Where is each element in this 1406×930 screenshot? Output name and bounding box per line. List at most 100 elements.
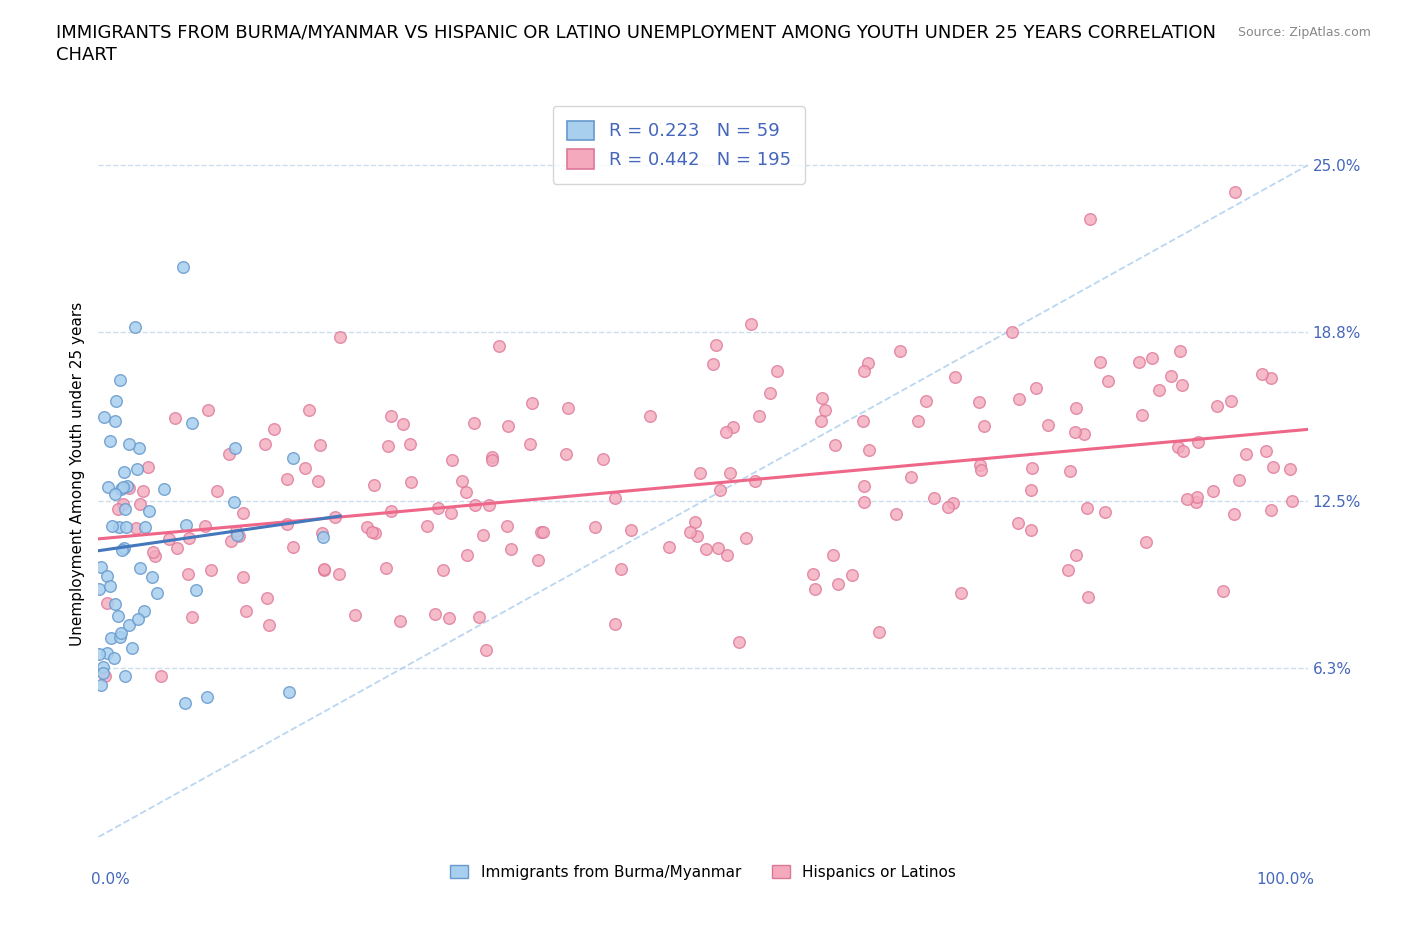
- Point: [427, 501, 450, 516]
- Point: [852, 413, 875, 428]
- Point: [328, 566, 350, 581]
- Point: [938, 500, 960, 515]
- Point: [100, 631, 122, 645]
- Point: [481, 449, 503, 464]
- Point: [224, 441, 246, 456]
- Point: [748, 409, 770, 424]
- Point: [1175, 492, 1198, 507]
- Point: [471, 527, 494, 542]
- Point: [439, 506, 461, 521]
- Point: [527, 552, 550, 567]
- Point: [609, 562, 631, 577]
- Point: [108, 519, 131, 534]
- Point: [307, 474, 329, 489]
- Point: [530, 525, 553, 539]
- Point: [814, 403, 837, 418]
- Point: [1128, 354, 1150, 369]
- Point: [112, 540, 135, 555]
- Point: [142, 544, 165, 559]
- Point: [253, 437, 276, 452]
- Point: [853, 364, 876, 379]
- Point: [1130, 407, 1153, 422]
- Point: [1073, 427, 1095, 442]
- Point: [620, 523, 643, 538]
- Point: [1057, 563, 1080, 578]
- Point: [519, 437, 541, 452]
- Point: [735, 531, 758, 546]
- Point: [356, 520, 378, 535]
- Point: [1001, 325, 1024, 339]
- Point: [1036, 418, 1059, 432]
- Point: [464, 498, 486, 512]
- Point: [232, 569, 254, 584]
- Point: [257, 618, 280, 632]
- Point: [96, 595, 118, 610]
- Point: [1202, 484, 1225, 498]
- Point: [555, 446, 578, 461]
- Point: [166, 540, 188, 555]
- Point: [706, 540, 728, 555]
- Point: [115, 519, 138, 534]
- Point: [110, 626, 132, 641]
- Point: [520, 395, 543, 410]
- Point: [721, 420, 744, 435]
- Point: [702, 357, 724, 372]
- Point: [440, 453, 463, 468]
- Point: [283, 539, 305, 554]
- Point: [1227, 472, 1250, 487]
- Point: [1223, 507, 1246, 522]
- Point: [821, 548, 844, 563]
- Point: [1212, 583, 1234, 598]
- Point: [312, 562, 335, 577]
- Point: [1063, 424, 1085, 439]
- Point: [1021, 461, 1043, 476]
- Point: [104, 394, 127, 409]
- Point: [1205, 399, 1227, 414]
- Point: [138, 503, 160, 518]
- Text: CHART: CHART: [56, 46, 117, 64]
- Point: [1078, 212, 1101, 227]
- Point: [658, 539, 681, 554]
- Point: [592, 451, 614, 466]
- Point: [463, 416, 485, 431]
- Point: [943, 370, 966, 385]
- Point: [679, 525, 702, 539]
- Point: [104, 596, 127, 611]
- Point: [495, 519, 517, 534]
- Point: [1185, 490, 1208, 505]
- Point: [1260, 371, 1282, 386]
- Point: [886, 506, 908, 521]
- Point: [1251, 366, 1274, 381]
- Point: [801, 566, 824, 581]
- Point: [689, 465, 711, 480]
- Point: [136, 459, 159, 474]
- Point: [1173, 444, 1195, 458]
- Point: [235, 604, 257, 618]
- Point: [312, 563, 335, 578]
- Point: [969, 458, 991, 472]
- Point: [134, 520, 156, 535]
- Point: [437, 610, 460, 625]
- Point: [91, 666, 114, 681]
- Point: [714, 425, 737, 440]
- Point: [1149, 382, 1171, 397]
- Point: [1254, 444, 1277, 458]
- Point: [325, 510, 347, 525]
- Point: [374, 561, 396, 576]
- Point: [298, 403, 321, 418]
- Point: [225, 524, 247, 538]
- Point: [949, 586, 972, 601]
- Point: [107, 608, 129, 623]
- Point: [127, 611, 149, 626]
- Point: [638, 409, 661, 424]
- Point: [91, 659, 114, 674]
- Point: [143, 549, 166, 564]
- Point: [942, 496, 965, 511]
- Point: [180, 416, 202, 431]
- Point: [704, 337, 727, 352]
- Point: [278, 684, 301, 699]
- Point: [98, 578, 121, 593]
- Point: [132, 604, 155, 618]
- Point: [96, 645, 118, 660]
- Point: [868, 625, 890, 640]
